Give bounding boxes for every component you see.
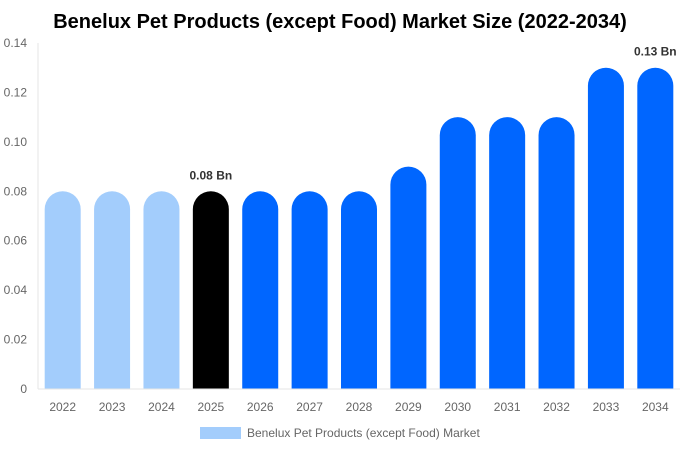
x-tick-label: 2026 [247,400,274,414]
bar-2029 [390,166,427,389]
x-tick-label: 2024 [148,400,175,414]
bar-2023 [94,191,131,389]
y-tick-label: 0.12 [4,85,28,99]
x-tick-label: 2033 [593,400,620,414]
y-tick-label: 0.02 [4,333,28,347]
x-tick-label: 2027 [296,400,323,414]
legend-swatch [200,427,241,439]
y-tick-label: 0 [20,382,27,396]
bar-2027 [291,191,328,389]
data-labels: 0.08 Bn 0.13 Bn [190,45,677,183]
bar-2024 [143,191,180,389]
x-tick-label: 2028 [346,400,373,414]
x-tick-label: 2032 [543,400,570,414]
y-tick-label: 0.10 [4,135,28,149]
bars [44,67,674,390]
x-tick-label: 2030 [444,400,471,414]
data-label: 0.13 Bn [634,45,677,59]
y-axis: 0 0.02 0.04 0.06 0.08 0.10 0.12 0.14 [4,36,39,396]
data-label: 0.08 Bn [190,168,233,182]
x-tick-label: 2023 [99,400,126,414]
bar-2032 [538,117,575,389]
bar-2022 [44,191,81,389]
bar-2033 [587,67,624,389]
y-tick-label: 0.04 [4,283,28,297]
x-axis: 2022 2023 2024 2025 2026 2027 2028 2029 2030 2031… [38,388,680,414]
x-tick-label: 2031 [494,400,521,414]
legend-label: Benelux Pet Products (except Food) Marke… [247,426,480,440]
y-tick-label: 0.14 [4,36,28,50]
bar-2028 [341,191,377,389]
bar-2026 [242,191,279,389]
bar-2034 [637,67,674,389]
legend[interactable]: Benelux Pet Products (except Food) Marke… [200,426,480,440]
bar-2030 [439,117,476,389]
x-tick-label: 2025 [197,400,224,414]
y-tick-label: 0.06 [4,234,28,248]
bar-2031 [489,117,526,390]
chart-title: Benelux Pet Products (except Food) Marke… [53,11,627,33]
x-tick-label: 2034 [642,400,669,414]
bar-2025 [192,191,229,389]
x-tick-label: 2029 [395,400,422,414]
x-tick-label: 2022 [49,400,76,414]
y-tick-label: 0.08 [4,184,28,198]
